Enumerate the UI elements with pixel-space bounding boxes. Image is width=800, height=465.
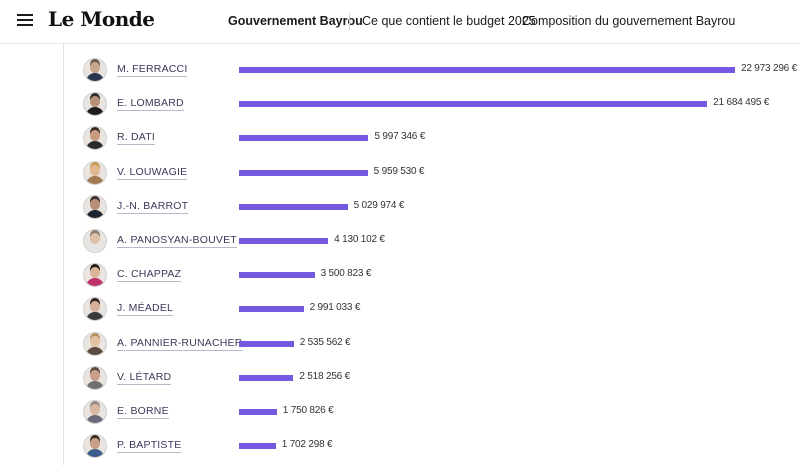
portrait-avatar <box>83 126 107 151</box>
nav-link-composition-gouvernement[interactable]: Composition du gouvernement Bayrou <box>522 14 736 28</box>
content-left-rule <box>63 43 64 465</box>
chart-value-label: 1 702 298 € <box>281 439 333 451</box>
avatar-shoulders <box>86 175 104 184</box>
portrait-avatar <box>83 331 107 356</box>
avatar-shoulders <box>86 415 104 423</box>
minister-name-link[interactable]: V. LÉTARD <box>117 370 172 385</box>
chart-bar <box>239 340 294 347</box>
portrait-avatar <box>83 263 107 288</box>
chart-value-label: 1 750 826 € <box>282 405 334 416</box>
chart-row: P. BAPTISTE 1 702 298 € <box>64 429 800 463</box>
chart-bar <box>239 443 276 450</box>
portrait-avatar <box>83 400 107 424</box>
chart-value-label: 2 535 562 € <box>299 336 351 348</box>
avatar-shoulders <box>86 346 104 355</box>
hamburger-menu-icon[interactable] <box>17 14 33 27</box>
avatar-head <box>90 96 100 108</box>
chart-row: J.-N. BARROT 5 029 974 € <box>64 190 800 224</box>
minister-name-link[interactable]: C. CHAPPAZ <box>117 268 182 283</box>
chart-value-label: 3 500 823 € <box>320 268 372 280</box>
chart-value-label: 5 997 346 € <box>374 131 426 143</box>
avatar-head <box>90 164 100 176</box>
chart-bar <box>239 272 315 279</box>
portrait-avatar <box>83 229 107 253</box>
portrait-avatar <box>83 92 107 117</box>
minister-name-link[interactable]: M. FERRACCI <box>117 63 188 77</box>
avatar-shoulders <box>86 278 104 287</box>
chart-bar <box>239 374 294 381</box>
avatar-shoulders <box>86 312 104 321</box>
chart-row: E. BORNE 1 750 826 € <box>64 395 800 429</box>
nav-item-gouvernement-bayrou[interactable]: Gouvernement Bayrou <box>228 14 363 28</box>
chart-value-label: 21 684 495 € <box>713 97 770 109</box>
avatar-shoulders <box>86 141 104 150</box>
minister-name-link[interactable]: P. BAPTISTE <box>117 439 182 454</box>
chart-row: V. LOUWAGIE 5 959 530 € <box>64 156 800 190</box>
chart-row: E. LOMBARD 21 684 495 € <box>64 87 800 121</box>
avatar-shoulders <box>86 449 104 458</box>
chart-bar <box>239 101 708 108</box>
chart-value-label: 5 029 974 € <box>353 199 405 211</box>
avatar-head <box>90 438 100 450</box>
portrait-avatar <box>83 194 107 219</box>
minister-name-link[interactable]: R. DATI <box>117 131 155 146</box>
portrait-avatar <box>83 365 107 390</box>
chart-bar <box>239 203 348 210</box>
chart-value-label: 22 973 296 € <box>741 63 797 74</box>
avatar-shoulders <box>86 380 104 389</box>
site-logo[interactable]: Le Monde <box>48 7 155 31</box>
chart-row: R. DATI 5 997 346 € <box>64 121 800 155</box>
avatar-shoulders <box>86 244 104 252</box>
chart-bar <box>239 135 369 142</box>
avatar-head <box>90 369 100 381</box>
avatar-head <box>90 267 100 279</box>
chart-bar <box>239 306 304 313</box>
minister-name-link[interactable]: V. LOUWAGIE <box>117 165 188 180</box>
avatar-head <box>90 130 100 142</box>
chart-row: V. LÉTARD 2 518 256 € <box>64 361 800 395</box>
chart-bar <box>239 169 368 176</box>
minister-name-link[interactable]: A. PANOSYAN-BOUVET <box>117 234 237 248</box>
site-header: Le Monde Gouvernement Bayrou Ce que cont… <box>0 0 800 44</box>
portrait-avatar <box>83 58 107 82</box>
avatar-head <box>90 62 100 73</box>
minister-name-link[interactable]: A. PANNIER-RUNACHER <box>117 336 243 351</box>
portrait-avatar <box>83 297 107 322</box>
chart-bar <box>239 67 735 73</box>
avatar-shoulders <box>86 107 104 116</box>
minister-name-link[interactable]: E. BORNE <box>117 405 169 419</box>
chart-value-label: 4 130 102 € <box>334 234 385 245</box>
minister-name-link[interactable]: J. MÉADEL <box>117 302 174 317</box>
chart-bar <box>239 238 329 244</box>
chart-value-label: 5 959 530 € <box>373 165 425 177</box>
avatar-head <box>90 301 100 313</box>
portrait-avatar <box>83 434 107 459</box>
portrait-avatar <box>83 160 107 185</box>
chart-row: A. PANNIER-RUNACHER 2 535 562 € <box>64 327 800 361</box>
minister-name-link[interactable]: J.-N. BARROT <box>117 199 189 214</box>
chart-value-label: 2 518 256 € <box>299 370 350 382</box>
avatar-head <box>90 233 100 244</box>
chart-row: J. MÉADEL 2 991 033 € <box>64 292 800 326</box>
minister-name-link[interactable]: E. LOMBARD <box>117 97 184 112</box>
chart-row: M. FERRACCI 22 973 296 € <box>64 53 800 87</box>
avatar-head <box>90 198 100 210</box>
avatar-head <box>90 335 100 347</box>
avatar-head <box>90 404 100 415</box>
chart-row: C. CHAPPAZ 3 500 823 € <box>64 258 800 292</box>
chart-row: A. PANOSYAN-BOUVET 4 130 102 € <box>64 224 800 258</box>
chart-value-label: 2 991 033 € <box>309 302 361 314</box>
nav-link-budget-2025[interactable]: Ce que contient le budget 2025 <box>362 14 536 28</box>
avatar-shoulders <box>86 73 104 81</box>
avatar-shoulders <box>86 209 104 218</box>
chart-bar <box>239 409 277 415</box>
nav-separator <box>349 13 350 30</box>
